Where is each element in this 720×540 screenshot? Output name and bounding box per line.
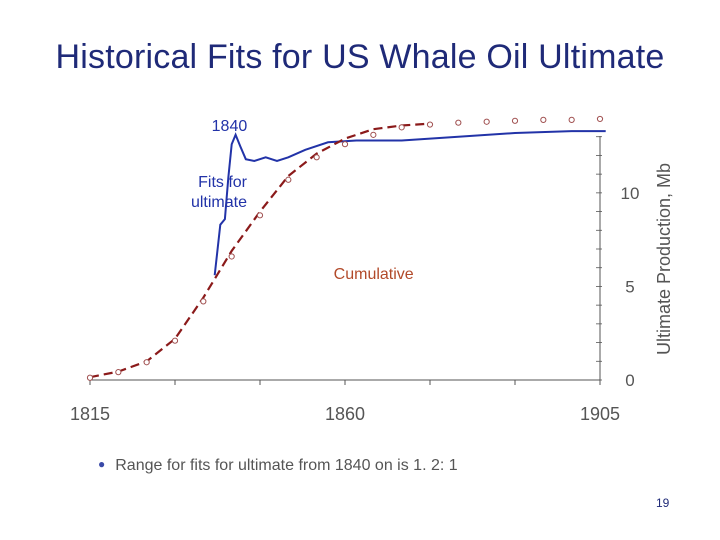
chart-series	[86, 115, 606, 381]
cumulative-data-marker	[540, 116, 547, 123]
slide-title: Historical Fits for US Whale Oil Ultimat…	[55, 38, 665, 76]
x-tick-label: 1815	[70, 404, 110, 424]
cumulative-data-marker	[115, 369, 122, 376]
chart-annotation: Fits for	[198, 174, 248, 191]
chart-labels: 1840 Fits for ultimate Cumulative	[191, 118, 414, 283]
cumulative-data-marker	[143, 359, 150, 366]
cumulative-data-marker	[398, 124, 405, 131]
bullet-point: ● Range for fits for ultimate from 1840 o…	[98, 457, 458, 475]
cumulative-data-marker	[455, 119, 462, 126]
cumulative-data-marker	[285, 176, 292, 183]
bullet-text: Range for fits for ultimate from 1840 on…	[115, 457, 458, 474]
chart-axes: 1815 1860 1905 0 5 10 Ultimate Production, Mb	[70, 136, 674, 424]
chart-annotation: 1840	[212, 118, 248, 135]
cumulative-data-marker	[426, 121, 434, 128]
y-tick-label: 0	[625, 371, 634, 390]
y-axis-title: Ultimate Production, Mb	[654, 163, 674, 355]
cumulative-data-marker	[341, 141, 349, 148]
cumulative-data-marker	[256, 212, 264, 219]
cumulative-data-marker	[313, 154, 320, 161]
cumulative-data-marker	[171, 337, 179, 344]
cumulative-data-marker	[228, 253, 235, 260]
page-number: 19	[656, 496, 670, 510]
chart-annotation: Cumulative	[334, 266, 414, 283]
y-tick-label: 10	[621, 184, 640, 203]
cumulative-data-marker	[596, 115, 604, 123]
cumulative-data-marker	[200, 298, 207, 305]
cumulative-data-marker	[86, 374, 94, 381]
bullet-dot-icon: ●	[98, 457, 106, 471]
series-cumulative-line	[89, 122, 431, 379]
chart-annotation: ultimate	[191, 194, 247, 211]
series-fits-line	[213, 130, 606, 276]
cumulative-data-marker	[370, 131, 377, 138]
cumulative-data-marker	[568, 116, 575, 123]
x-tick-label: 1860	[325, 404, 365, 424]
cumulative-data-marker	[483, 118, 490, 125]
y-tick-label: 5	[625, 277, 634, 296]
x-tick-label: 1905	[580, 404, 620, 424]
cumulative-data-marker	[511, 117, 519, 124]
